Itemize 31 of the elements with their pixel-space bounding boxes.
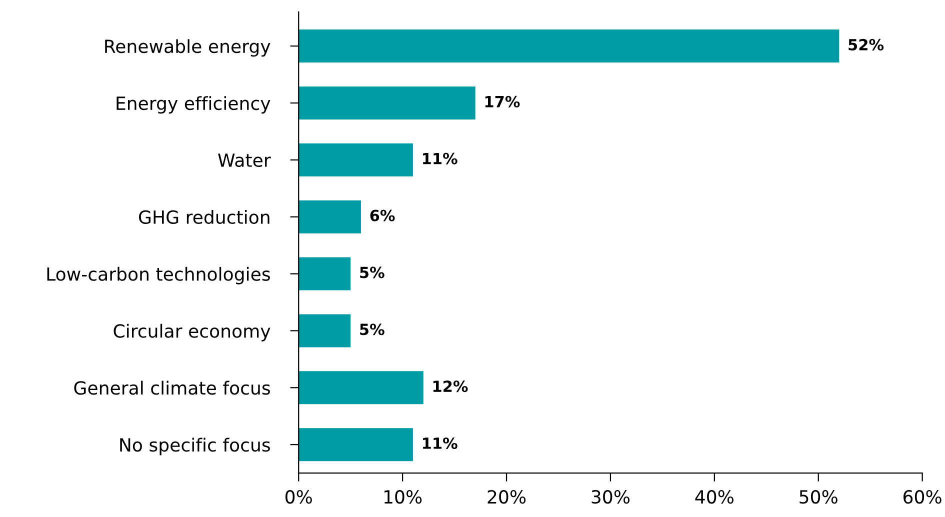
data-label: 52% [848, 38, 884, 50]
bar [298, 143, 413, 176]
x-tick-label: 20% [488, 490, 526, 504]
bar [298, 314, 351, 348]
bar [298, 86, 476, 120]
y-tick-label: No specific focus [120, 438, 270, 456]
x-tick-label: 0% [285, 490, 312, 504]
y-tick-label: Water [218, 154, 271, 168]
y-tick-label: GHG reduction [139, 210, 270, 224]
x-tick-label: 10% [384, 490, 422, 504]
y-tick-label: Circular economy [114, 324, 270, 342]
x-tick-label: 40% [695, 490, 734, 504]
y-tick-label: Energy efficiency [116, 96, 270, 114]
x-tick-label: 60% [904, 490, 942, 504]
bar [298, 371, 424, 404]
data-label: 5% [360, 266, 384, 278]
data-label: 5% [360, 324, 384, 336]
y-tick-label: Low-carbon technologies [47, 266, 270, 284]
bar [298, 257, 351, 290]
data-label: 11% [423, 152, 458, 164]
y-tick-label: Renewable energy [105, 39, 270, 57]
y-tick-label: General climate focus [74, 380, 270, 395]
data-label: 17% [485, 96, 520, 108]
bar [298, 200, 361, 234]
bar [298, 428, 413, 462]
x-tick-label: 50% [800, 490, 838, 504]
x-tick-label: 30% [592, 490, 630, 504]
bar [298, 30, 840, 63]
data-label: 6% [370, 210, 395, 222]
data-label: 12% [433, 380, 468, 392]
data-label: 11% [423, 437, 458, 450]
